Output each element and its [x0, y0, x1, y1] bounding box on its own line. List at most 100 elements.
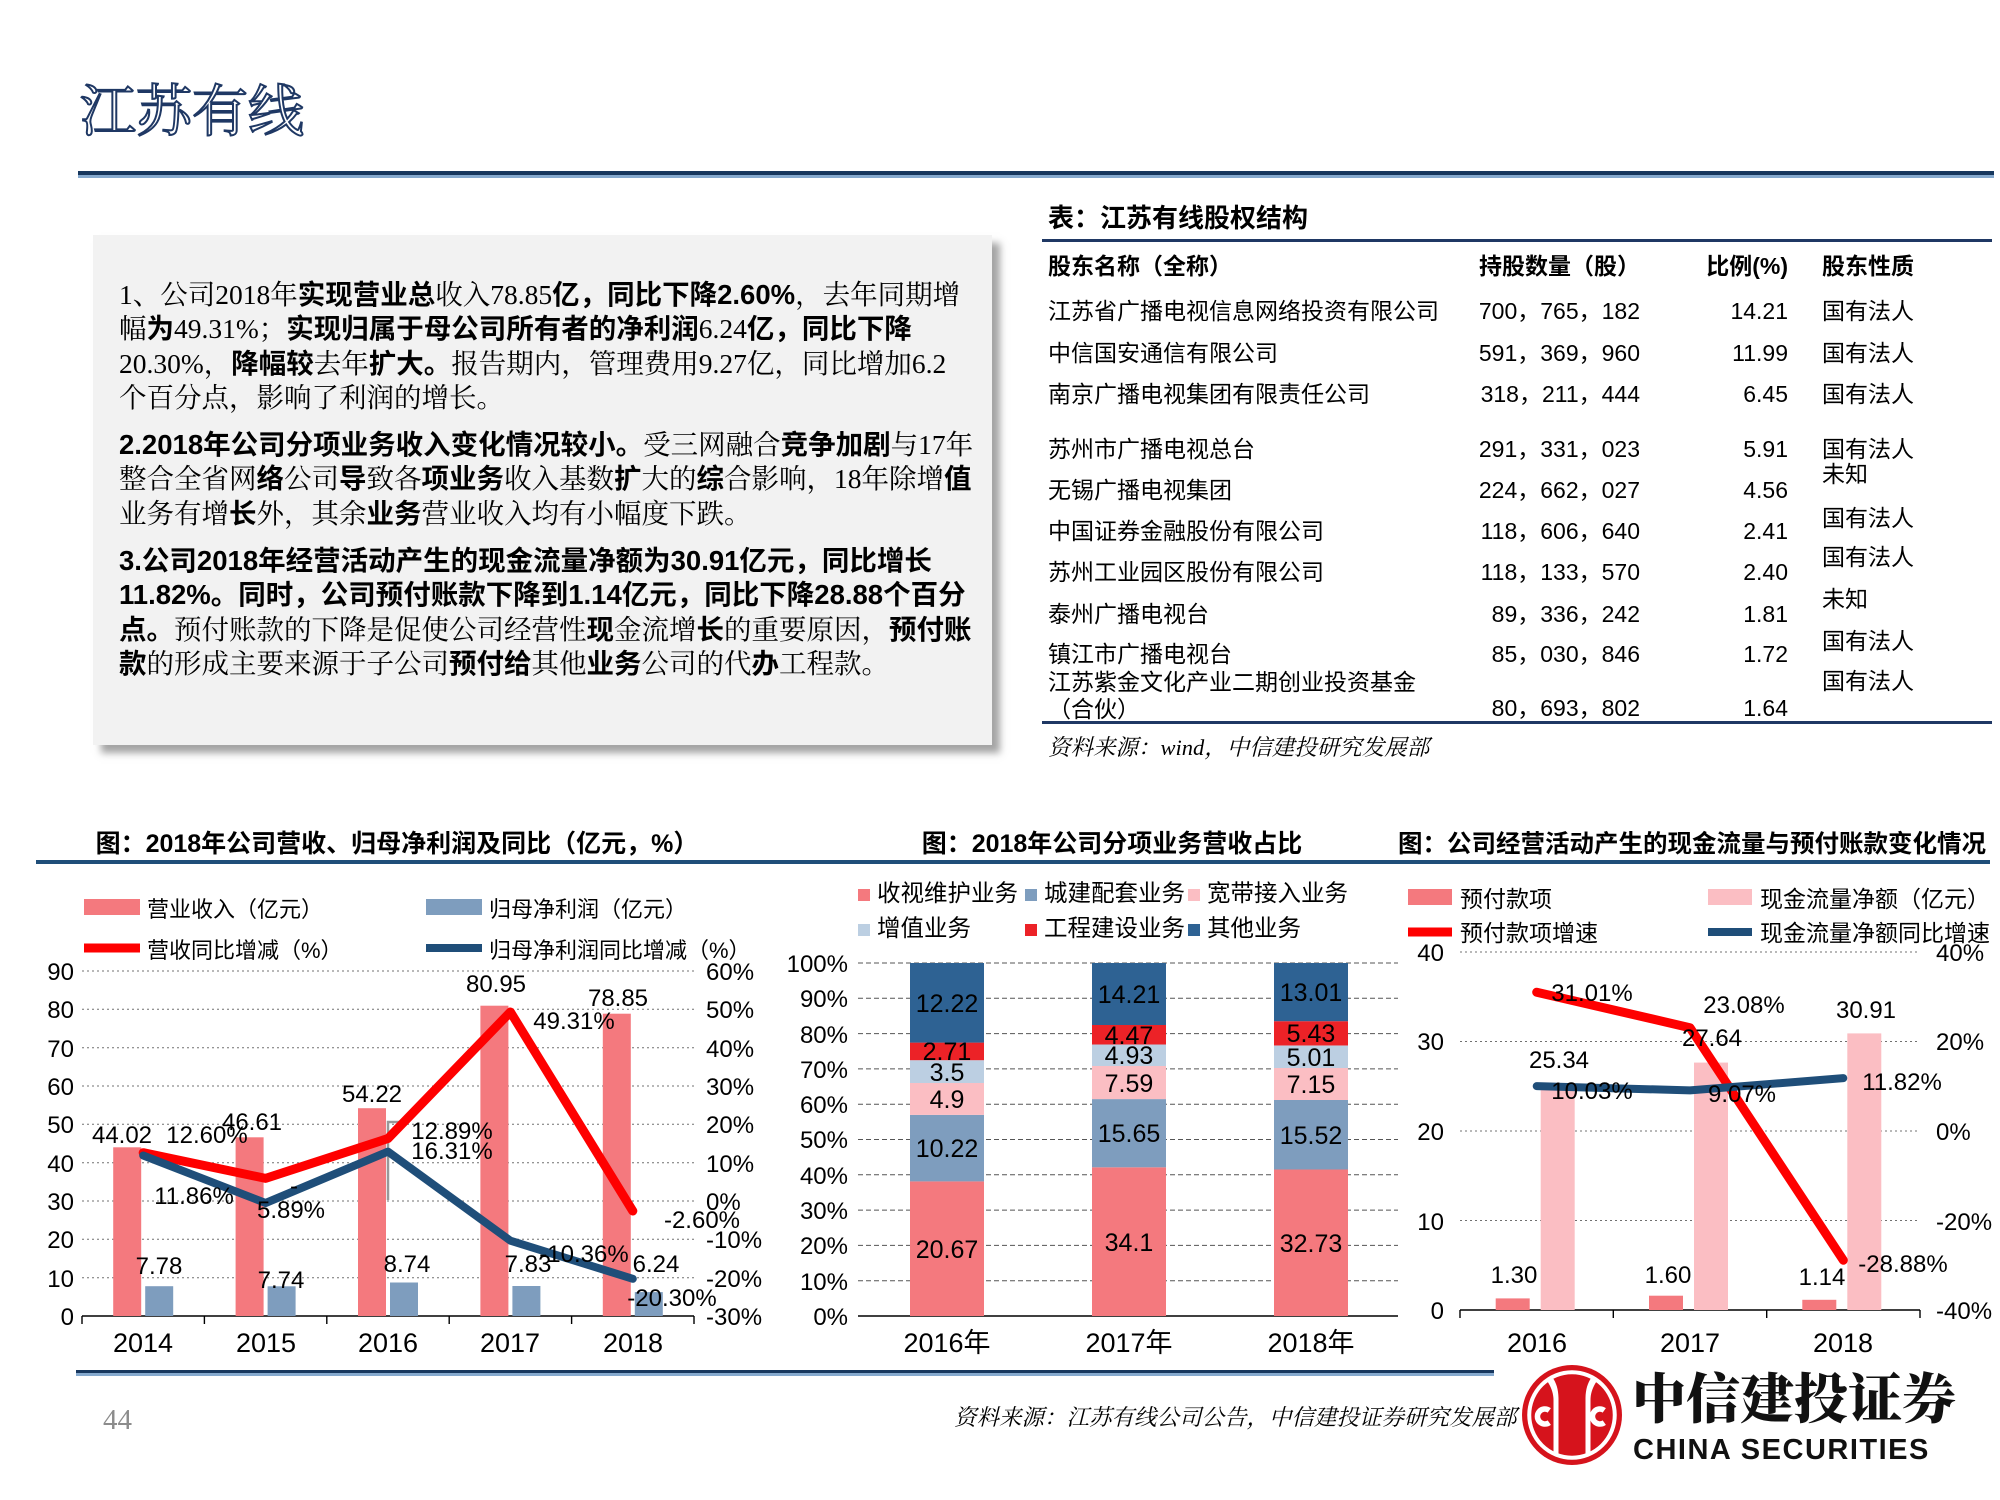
svg-text:40: 40 — [1417, 940, 1444, 967]
svg-text:1.30: 1.30 — [1491, 1262, 1538, 1289]
svg-text:-2.60%: -2.60% — [664, 1207, 740, 1234]
svg-text:34.1: 34.1 — [1105, 1229, 1154, 1257]
svg-text:15.65: 15.65 — [1098, 1120, 1161, 1148]
svg-text:7.15: 7.15 — [1287, 1071, 1336, 1099]
svg-text:预付款项增速: 预付款项增速 — [1460, 920, 1598, 946]
svg-text:预付款项: 预付款项 — [1460, 886, 1552, 912]
svg-text:80%: 80% — [800, 1022, 848, 1049]
svg-text:60: 60 — [47, 1074, 74, 1101]
svg-text:10%: 10% — [706, 1151, 754, 1178]
svg-text:-28.88%: -28.88% — [1858, 1251, 1947, 1278]
svg-text:7.74: 7.74 — [258, 1267, 305, 1294]
svg-text:现金流量净额（亿元）: 现金流量净额（亿元） — [1760, 886, 1990, 912]
svg-text:10: 10 — [1417, 1209, 1444, 1236]
svg-text:0%: 0% — [706, 1189, 741, 1216]
svg-text:50%: 50% — [800, 1127, 848, 1154]
svg-text:-40%: -40% — [1936, 1298, 1992, 1325]
svg-text:10.03%: 10.03% — [1551, 1078, 1632, 1105]
svg-text:营业收入（亿元）: 营业收入（亿元） — [147, 897, 323, 922]
svg-text:90%: 90% — [800, 986, 848, 1013]
svg-text:40: 40 — [47, 1151, 74, 1178]
svg-text:2017年: 2017年 — [1085, 1328, 1172, 1358]
svg-text:2015: 2015 — [236, 1328, 296, 1358]
svg-text:图：2018年公司营收、归母净利润及同比（亿元，%）: 图：2018年公司营收、归母净利润及同比（亿元，%） — [96, 830, 699, 858]
svg-text:32.73: 32.73 — [1280, 1230, 1343, 1258]
svg-text:40%: 40% — [1936, 940, 1984, 967]
svg-text:70: 70 — [47, 1036, 74, 1063]
svg-text:90: 90 — [47, 959, 74, 986]
svg-text:80: 80 — [47, 997, 74, 1024]
svg-text:1.14: 1.14 — [1799, 1264, 1846, 1291]
svg-text:30%: 30% — [706, 1074, 754, 1101]
svg-text:增值业务: 增值业务 — [877, 915, 971, 941]
svg-text:54.22: 54.22 — [342, 1081, 402, 1108]
svg-text:5.01: 5.01 — [1287, 1044, 1336, 1072]
svg-text:-10.36%: -10.36% — [539, 1241, 628, 1268]
svg-text:4.47: 4.47 — [1105, 1022, 1154, 1050]
svg-text:图：2018年公司分项业务营收占比: 图：2018年公司分项业务营收占比 — [922, 830, 1303, 858]
svg-text:2014: 2014 — [113, 1328, 173, 1358]
svg-text:20%: 20% — [800, 1233, 848, 1260]
svg-text:78.85: 78.85 — [588, 985, 648, 1012]
svg-text:2018: 2018 — [603, 1328, 663, 1358]
svg-text:10.22: 10.22 — [916, 1135, 979, 1163]
svg-text:25.34: 25.34 — [1529, 1047, 1589, 1074]
svg-text:1.60: 1.60 — [1645, 1262, 1692, 1289]
svg-text:现金流量净额同比增速: 现金流量净额同比增速 — [1760, 920, 1990, 946]
svg-text:27.64: 27.64 — [1682, 1025, 1742, 1052]
svg-text:40%: 40% — [800, 1163, 848, 1190]
svg-text:0%: 0% — [1936, 1119, 1971, 1146]
svg-text:8.74: 8.74 — [384, 1251, 431, 1278]
svg-text:2018年: 2018年 — [1267, 1328, 1354, 1358]
svg-text:2017: 2017 — [480, 1328, 540, 1358]
svg-text:图：公司经营活动产生的现金流量与预付账款变化情况: 图：公司经营活动产生的现金流量与预付账款变化情况 — [1398, 830, 1986, 858]
svg-text:80.95: 80.95 — [466, 971, 526, 998]
svg-text:归母净利润（亿元）: 归母净利润（亿元） — [489, 897, 687, 922]
svg-text:46.61: 46.61 — [222, 1109, 282, 1136]
svg-text:归母净利润同比增减（%）: 归母净利润同比增减（%） — [489, 938, 751, 963]
svg-text:13.01: 13.01 — [1280, 979, 1343, 1007]
svg-text:2016: 2016 — [358, 1328, 418, 1358]
svg-text:11.86%: 11.86% — [154, 1183, 234, 1210]
svg-text:0: 0 — [1431, 1298, 1444, 1325]
svg-text:44.02: 44.02 — [92, 1122, 152, 1149]
svg-text:-20.30%: -20.30% — [627, 1285, 716, 1312]
svg-text:40%: 40% — [706, 1036, 754, 1063]
svg-text:2016: 2016 — [1507, 1328, 1567, 1358]
svg-text:15.52: 15.52 — [1280, 1122, 1343, 1150]
svg-text:0: 0 — [61, 1304, 74, 1331]
svg-text:30%: 30% — [800, 1198, 848, 1225]
svg-text:3.5: 3.5 — [930, 1059, 965, 1087]
svg-text:100%: 100% — [787, 951, 848, 978]
svg-text:11.82%: 11.82% — [1862, 1069, 1942, 1096]
svg-text:收视维护业务: 收视维护业务 — [877, 880, 1018, 906]
svg-text:2017: 2017 — [1660, 1328, 1720, 1358]
svg-text:2.71: 2.71 — [923, 1038, 972, 1066]
svg-text:20%: 20% — [1936, 1029, 1984, 1056]
svg-text:12.22: 12.22 — [916, 990, 979, 1018]
svg-text:60%: 60% — [706, 959, 754, 986]
svg-text:31.01%: 31.01% — [1551, 980, 1632, 1007]
svg-text:工程建设业务: 工程建设业务 — [1044, 915, 1185, 941]
svg-text:4.9: 4.9 — [930, 1086, 965, 1114]
svg-text:30.91: 30.91 — [1836, 997, 1896, 1024]
svg-text:9.07%: 9.07% — [1708, 1081, 1776, 1108]
svg-text:-: - — [290, 1173, 298, 1200]
svg-text:6.24: 6.24 — [633, 1251, 680, 1278]
svg-text:5.89%: 5.89% — [257, 1197, 325, 1224]
svg-text:7.78: 7.78 — [136, 1253, 183, 1280]
svg-text:其他业务: 其他业务 — [1207, 915, 1301, 941]
svg-text:30: 30 — [1417, 1029, 1444, 1056]
svg-text:-10%: -10% — [706, 1227, 762, 1254]
svg-text:23.08%: 23.08% — [1703, 992, 1784, 1019]
svg-text:14.21: 14.21 — [1098, 981, 1161, 1009]
svg-text:12.60%: 12.60% — [166, 1122, 247, 1149]
svg-text:20.67: 20.67 — [916, 1236, 979, 1264]
svg-text:7.59: 7.59 — [1105, 1070, 1154, 1098]
svg-text:2016年: 2016年 — [903, 1328, 990, 1358]
svg-text:4.93: 4.93 — [1105, 1042, 1154, 1070]
svg-text:30: 30 — [47, 1189, 74, 1216]
svg-text:宽带接入业务: 宽带接入业务 — [1207, 880, 1348, 906]
svg-text:营收同比增减（%）: 营收同比增减（%） — [147, 938, 343, 963]
svg-text:20: 20 — [1417, 1119, 1444, 1146]
